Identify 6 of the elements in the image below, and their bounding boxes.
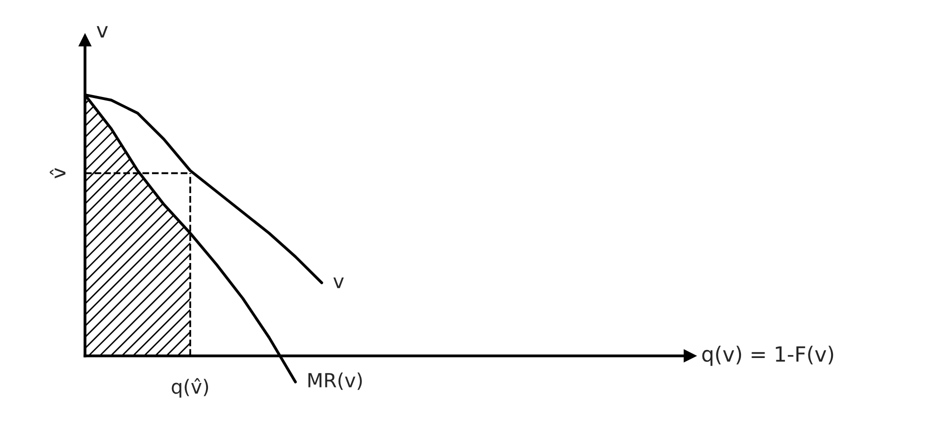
annotation: q(v̂) — [172, 378, 208, 398]
x-axis-title: q(v) = 1-F(v) — [702, 346, 834, 366]
text: v̂ — [50, 168, 66, 178]
y-axis-title: v — [96, 26, 108, 38]
series-label: MR(v) — [308, 372, 362, 390]
series-label: v — [333, 278, 344, 288]
